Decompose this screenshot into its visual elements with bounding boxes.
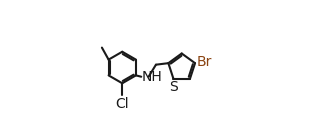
Text: S: S [169,80,178,94]
Text: Cl: Cl [115,97,129,111]
Text: Br: Br [196,55,212,70]
Text: NH: NH [142,70,163,84]
